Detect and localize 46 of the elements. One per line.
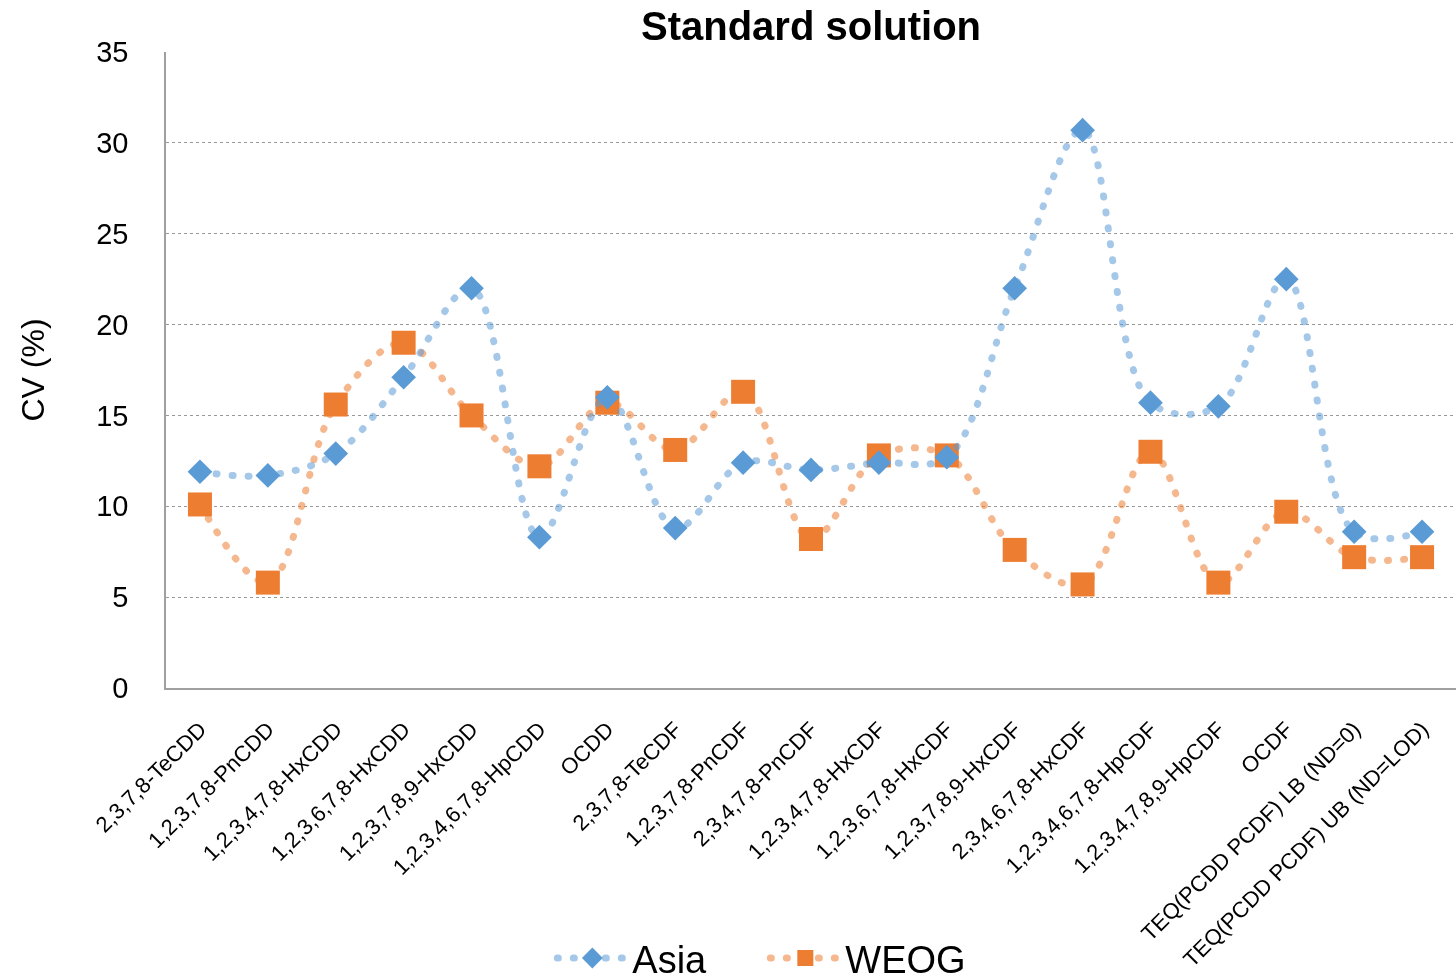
point — [1002, 537, 1027, 562]
y-tick-label: 10 — [96, 490, 129, 523]
point — [1002, 275, 1028, 301]
point — [527, 524, 552, 550]
y-axis-title: CV (%) — [14, 318, 51, 422]
point — [798, 457, 824, 483]
point — [459, 275, 484, 301]
point — [391, 364, 416, 390]
point — [323, 392, 348, 417]
point — [1409, 519, 1435, 545]
point — [1206, 393, 1231, 419]
y-tick-label: 20 — [96, 308, 129, 341]
point — [1206, 570, 1231, 595]
y-tick-label: 35 — [96, 36, 129, 69]
point — [187, 492, 212, 517]
point — [731, 379, 756, 404]
point — [527, 454, 552, 479]
point — [1342, 545, 1367, 570]
chart-title: Standard solution — [641, 4, 981, 48]
point — [255, 463, 281, 488]
point — [1274, 499, 1299, 524]
point — [459, 403, 484, 428]
y-tick-label: 25 — [96, 217, 129, 250]
point — [663, 437, 688, 462]
legend-label: Asia — [632, 938, 708, 978]
point — [1341, 519, 1367, 545]
point — [1410, 545, 1435, 570]
point — [594, 384, 620, 410]
point — [255, 570, 280, 595]
point — [730, 450, 756, 476]
y-tick-label: 0 — [112, 672, 129, 705]
point — [1273, 266, 1299, 292]
y-tick-label: 15 — [96, 399, 129, 432]
legend-label: WEOG — [845, 938, 966, 978]
point — [1070, 117, 1095, 143]
point — [323, 441, 349, 466]
point — [187, 459, 213, 485]
point — [1138, 439, 1163, 464]
point — [1070, 572, 1095, 597]
point — [866, 450, 892, 476]
point — [799, 526, 823, 551]
point — [1138, 390, 1163, 416]
point — [662, 515, 688, 541]
point — [391, 330, 416, 355]
y-tick-label: 30 — [96, 127, 129, 160]
y-tick-label: 5 — [112, 581, 129, 614]
